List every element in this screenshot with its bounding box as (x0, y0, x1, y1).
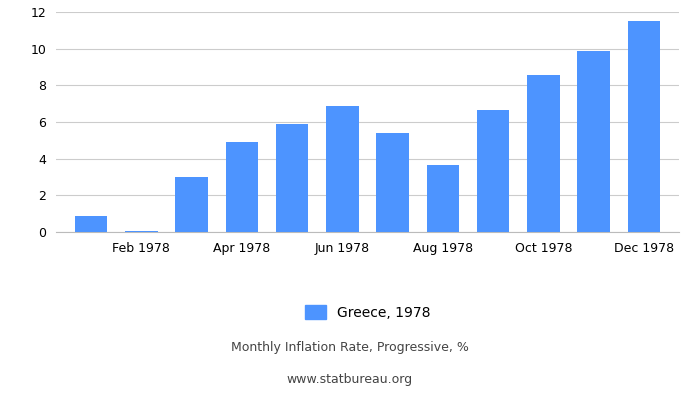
Bar (125, 231, 158, 232)
Bar (276, 124, 309, 232)
Bar (477, 110, 510, 232)
Bar (75, 216, 108, 232)
Legend: Greece, 1978: Greece, 1978 (304, 305, 430, 320)
Bar (225, 142, 258, 232)
Bar (326, 106, 358, 232)
Bar (627, 21, 660, 232)
Bar (578, 52, 610, 232)
Bar (377, 133, 409, 232)
Bar (175, 177, 208, 232)
Text: www.statbureau.org: www.statbureau.org (287, 374, 413, 386)
Bar (527, 75, 560, 232)
Bar (426, 165, 459, 232)
Text: Monthly Inflation Rate, Progressive, %: Monthly Inflation Rate, Progressive, % (231, 342, 469, 354)
